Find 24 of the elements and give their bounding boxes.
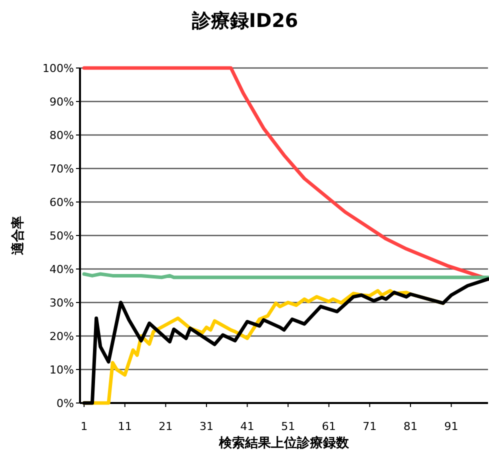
y-tick-label: 100% bbox=[42, 62, 74, 75]
x-tick-label: 81 bbox=[403, 420, 418, 433]
x-tick-label: 11 bbox=[118, 420, 132, 433]
y-axis-title: 適合率 bbox=[10, 216, 26, 256]
y-tick-label: 40% bbox=[50, 263, 74, 276]
y-tick-label: 20% bbox=[50, 330, 74, 343]
x-tick-label: 41 bbox=[240, 420, 254, 433]
x-tick-label: 1 bbox=[80, 420, 88, 433]
y-tick-label: 60% bbox=[50, 196, 74, 209]
x-tick-label: 21 bbox=[158, 420, 173, 433]
x-tick-label: 31 bbox=[199, 420, 214, 433]
y-tick-label: 80% bbox=[50, 129, 74, 142]
x-tick-label: 71 bbox=[362, 420, 377, 433]
x-tick-label: 91 bbox=[444, 420, 458, 433]
y-tick-label: 50% bbox=[50, 230, 74, 242]
y-tick-label: 30% bbox=[50, 296, 74, 310]
y-tick-label: 10% bbox=[50, 364, 74, 376]
y-tick-label: 0% bbox=[56, 397, 74, 410]
y-tick-label: 90% bbox=[50, 96, 74, 108]
x-tick-label: 61 bbox=[322, 420, 336, 433]
x-tick-label: 51 bbox=[281, 420, 296, 433]
chart-title: 診療録ID26 bbox=[190, 10, 298, 32]
y-tick-label: 70% bbox=[50, 162, 74, 176]
x-axis-title: 検索結果上位診療録数 bbox=[218, 435, 350, 451]
